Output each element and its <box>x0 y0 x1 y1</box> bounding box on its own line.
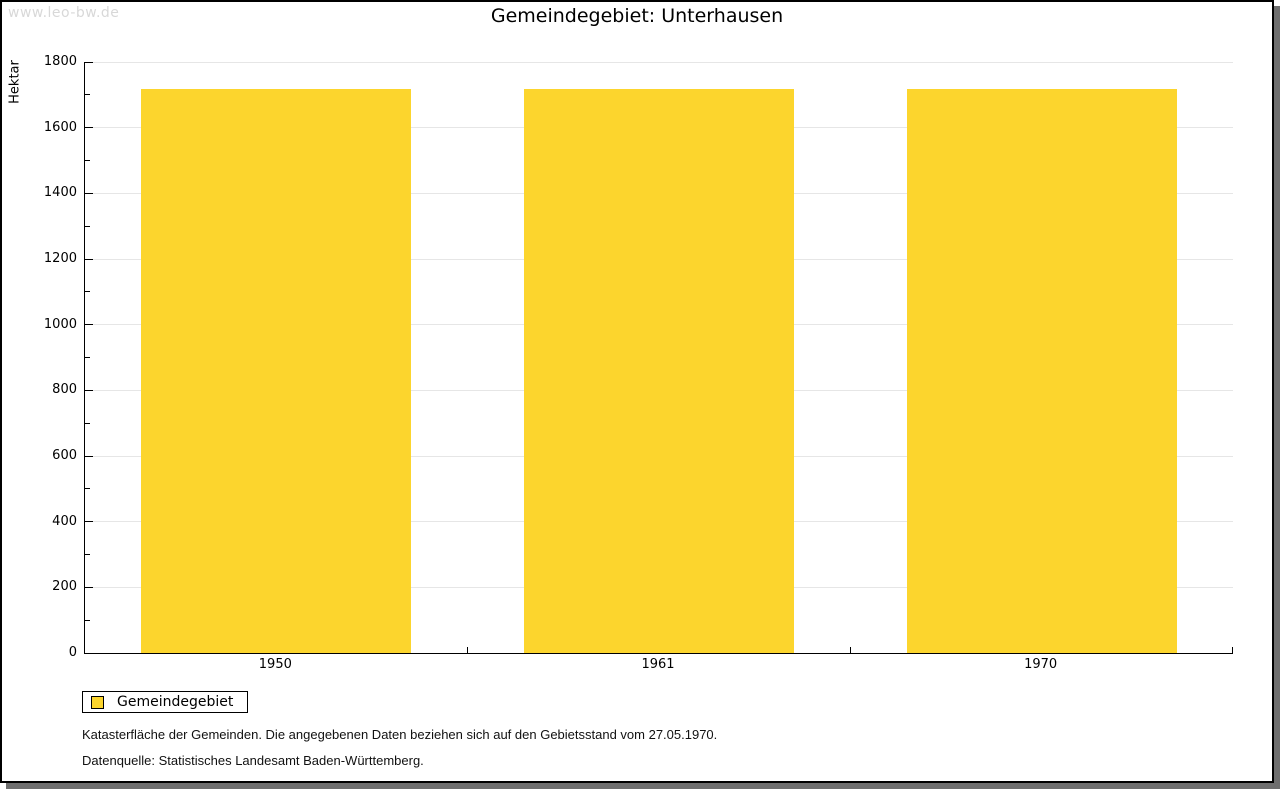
y-major-tick-1600 <box>85 127 93 129</box>
x-tick-label-1961: 1961 <box>641 657 675 672</box>
x-tick-3 <box>1231 647 1233 653</box>
y-tick-label-600: 600 <box>52 448 77 463</box>
legend: Gemeindegebiet <box>82 691 249 713</box>
y-minor-tick-1500 <box>85 160 90 161</box>
footnote-source-note: Katasterfläche der Gemeinden. Die angege… <box>82 727 718 742</box>
y-major-tick-400 <box>85 521 93 523</box>
y-tick-label-800: 800 <box>52 382 77 398</box>
x-tick-1 <box>467 647 469 653</box>
y-tick-label-0: 0 <box>68 645 77 660</box>
bar-1970 <box>906 88 1177 653</box>
y-major-tick-1400 <box>85 192 93 194</box>
y-minor-tick-700 <box>85 422 90 424</box>
y-tick-label-1200: 1200 <box>43 251 77 266</box>
legend-label: Gemeindegebiet <box>117 694 234 710</box>
x-tick-label-1950: 1950 <box>258 657 292 672</box>
x-tick-label-1970: 1970 <box>1024 657 1058 672</box>
y-axis-tick-labels: 0 200 400 600 800 1000 1200 1400 1600 1800 <box>2 54 77 660</box>
x-axis-tick-labels: 1950 1961 1970 <box>84 657 1232 675</box>
y-tick-label-1600: 1600 <box>43 119 77 135</box>
y-major-tick-1800 <box>85 61 93 63</box>
y-tick-label-200: 200 <box>52 579 77 595</box>
legend-swatch-gemeindegebiet <box>91 695 104 709</box>
y-minor-tick-900 <box>85 357 90 358</box>
y-minor-tick-100 <box>85 619 90 621</box>
y-tick-label-1000: 1000 <box>43 316 77 332</box>
y-tick-label-1800: 1800 <box>43 54 77 69</box>
footnote-data-source: Datenquelle: Statistisches Landesamt Bad… <box>82 753 424 768</box>
chart-title: Gemeindegebiet: Unterhausen <box>490 5 784 27</box>
bar-1950 <box>141 88 412 653</box>
y-minor-tick-300 <box>85 554 90 555</box>
y-minor-tick-1300 <box>85 225 90 227</box>
y-major-tick-600 <box>85 455 93 457</box>
y-major-tick-1200 <box>85 258 93 260</box>
gridline-1800 <box>85 61 1233 63</box>
bar-1961 <box>524 88 794 653</box>
y-minor-tick-1700 <box>85 94 90 96</box>
y-minor-tick-1100 <box>85 291 90 293</box>
x-tick-2 <box>849 647 851 653</box>
y-tick-label-1400: 1400 <box>43 185 77 201</box>
y-minor-tick-500 <box>85 488 90 490</box>
y-major-tick-200 <box>85 586 93 588</box>
y-tick-label-400: 400 <box>52 513 77 529</box>
y-major-tick-1000 <box>85 324 93 326</box>
y-major-tick-800 <box>85 389 93 391</box>
plot-area <box>84 61 1233 654</box>
watermark: www.leo-bw.de <box>8 5 120 21</box>
